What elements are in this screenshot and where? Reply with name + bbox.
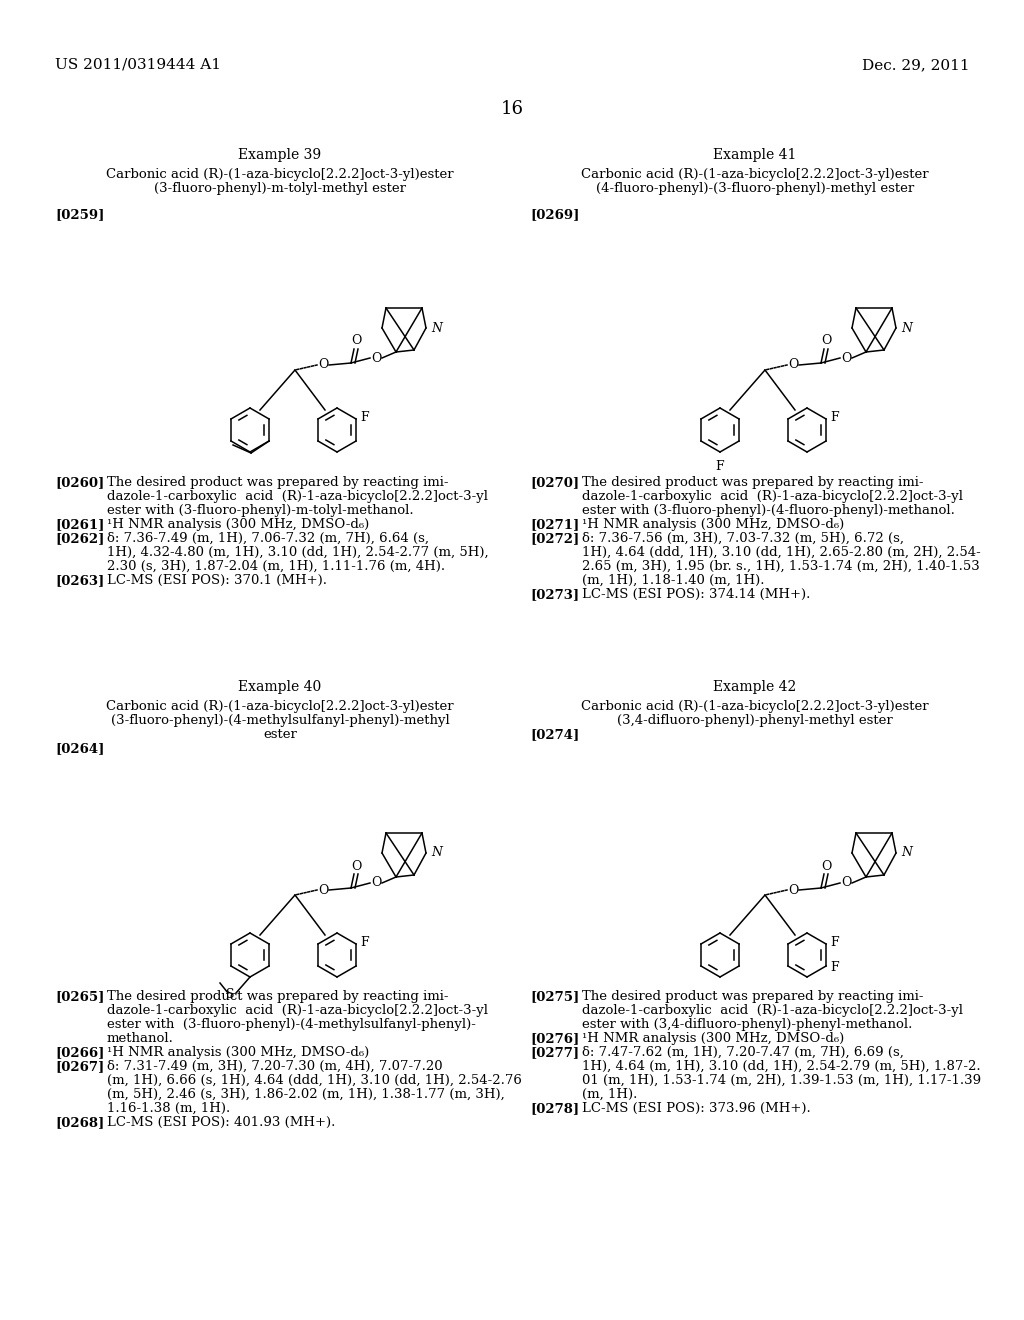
Text: ester: ester [263, 729, 297, 741]
Text: δ: 7.31-7.49 (m, 3H), 7.20-7.30 (m, 4H), 7.07-7.20: δ: 7.31-7.49 (m, 3H), 7.20-7.30 (m, 4H),… [106, 1060, 442, 1073]
Text: F: F [830, 411, 840, 424]
Text: (3,4-difluoro-phenyl)-phenyl-methyl ester: (3,4-difluoro-phenyl)-phenyl-methyl este… [617, 714, 893, 727]
Text: LC-MS (ESI POS): 373.96 (MH+).: LC-MS (ESI POS): 373.96 (MH+). [582, 1102, 811, 1115]
Text: δ: 7.47-7.62 (m, 1H), 7.20-7.47 (m, 7H), 6.69 (s,: δ: 7.47-7.62 (m, 1H), 7.20-7.47 (m, 7H),… [582, 1045, 904, 1059]
Text: ¹H NMR analysis (300 MHz, DMSO-d₆): ¹H NMR analysis (300 MHz, DMSO-d₆) [106, 1045, 370, 1059]
Text: Carbonic acid (R)-(1-aza-bicyclo[2.2.2]oct-3-yl)ester: Carbonic acid (R)-(1-aza-bicyclo[2.2.2]o… [582, 168, 929, 181]
Text: The desired product was prepared by reacting imi-: The desired product was prepared by reac… [582, 477, 924, 488]
Text: Example 40: Example 40 [239, 680, 322, 694]
Text: O: O [787, 883, 798, 896]
Text: [0263]: [0263] [55, 574, 104, 587]
Text: [0259]: [0259] [55, 209, 104, 220]
Text: [0278]: [0278] [530, 1102, 580, 1115]
Text: LC-MS (ESI POS): 370.1 (MH+).: LC-MS (ESI POS): 370.1 (MH+). [106, 574, 327, 587]
Text: F: F [360, 936, 370, 949]
Text: Example 39: Example 39 [239, 148, 322, 162]
Text: S: S [225, 989, 234, 1002]
Text: [0273]: [0273] [530, 587, 580, 601]
Text: [0260]: [0260] [55, 477, 104, 488]
Text: O: O [821, 859, 831, 873]
Text: Example 41: Example 41 [714, 148, 797, 162]
Text: O: O [841, 876, 851, 890]
Text: F: F [830, 961, 840, 974]
Text: Example 42: Example 42 [714, 680, 797, 694]
Text: [0270]: [0270] [530, 477, 580, 488]
Text: (m, 5H), 2.46 (s, 3H), 1.86-2.02 (m, 1H), 1.38-1.77 (m, 3H),: (m, 5H), 2.46 (s, 3H), 1.86-2.02 (m, 1H)… [106, 1088, 505, 1101]
Text: O: O [787, 359, 798, 371]
Text: O: O [371, 876, 381, 890]
Text: Carbonic acid (R)-(1-aza-bicyclo[2.2.2]oct-3-yl)ester: Carbonic acid (R)-(1-aza-bicyclo[2.2.2]o… [582, 700, 929, 713]
Text: N: N [901, 322, 912, 334]
Text: 16: 16 [501, 100, 523, 117]
Text: The desired product was prepared by reacting imi-: The desired product was prepared by reac… [582, 990, 924, 1003]
Text: [0271]: [0271] [530, 517, 580, 531]
Text: [0274]: [0274] [530, 729, 580, 741]
Text: (m, 1H), 6.66 (s, 1H), 4.64 (ddd, 1H), 3.10 (dd, 1H), 2.54-2.76: (m, 1H), 6.66 (s, 1H), 4.64 (ddd, 1H), 3… [106, 1074, 522, 1086]
Text: Dec. 29, 2011: Dec. 29, 2011 [862, 58, 970, 73]
Text: ester with (3-fluoro-phenyl)-(4-fluoro-phenyl)-methanol.: ester with (3-fluoro-phenyl)-(4-fluoro-p… [582, 504, 954, 517]
Text: US 2011/0319444 A1: US 2011/0319444 A1 [55, 58, 221, 73]
Text: (3-fluoro-phenyl)-(4-methylsulfanyl-phenyl)-methyl: (3-fluoro-phenyl)-(4-methylsulfanyl-phen… [111, 714, 450, 727]
Text: F: F [360, 411, 370, 424]
Text: O: O [821, 334, 831, 347]
Text: 1H), 4.64 (m, 1H), 3.10 (dd, 1H), 2.54-2.79 (m, 5H), 1.87-2.: 1H), 4.64 (m, 1H), 3.10 (dd, 1H), 2.54-2… [582, 1060, 981, 1073]
Text: (4-fluoro-phenyl)-(3-fluoro-phenyl)-methyl ester: (4-fluoro-phenyl)-(3-fluoro-phenyl)-meth… [596, 182, 914, 195]
Text: F: F [716, 459, 724, 473]
Text: [0267]: [0267] [55, 1060, 104, 1073]
Text: O: O [841, 351, 851, 364]
Text: dazole-1-carboxylic  acid  (R)-1-aza-bicyclo[2.2.2]oct-3-yl: dazole-1-carboxylic acid (R)-1-aza-bicyc… [582, 490, 963, 503]
Text: LC-MS (ESI POS): 401.93 (MH+).: LC-MS (ESI POS): 401.93 (MH+). [106, 1115, 336, 1129]
Text: [0262]: [0262] [55, 532, 104, 545]
Text: ¹H NMR analysis (300 MHz, DMSO-d₆): ¹H NMR analysis (300 MHz, DMSO-d₆) [582, 517, 844, 531]
Text: (3-fluoro-phenyl)-m-tolyl-methyl ester: (3-fluoro-phenyl)-m-tolyl-methyl ester [154, 182, 406, 195]
Text: Carbonic acid (R)-(1-aza-bicyclo[2.2.2]oct-3-yl)ester: Carbonic acid (R)-(1-aza-bicyclo[2.2.2]o… [106, 168, 454, 181]
Text: (m, 1H).: (m, 1H). [582, 1088, 637, 1101]
Text: 2.65 (m, 3H), 1.95 (br. s., 1H), 1.53-1.74 (m, 2H), 1.40-1.53: 2.65 (m, 3H), 1.95 (br. s., 1H), 1.53-1.… [582, 560, 980, 573]
Text: ¹H NMR analysis (300 MHz, DMSO-d₆): ¹H NMR analysis (300 MHz, DMSO-d₆) [106, 517, 370, 531]
Text: 2.30 (s, 3H), 1.87-2.04 (m, 1H), 1.11-1.76 (m, 4H).: 2.30 (s, 3H), 1.87-2.04 (m, 1H), 1.11-1.… [106, 560, 445, 573]
Text: [0264]: [0264] [55, 742, 104, 755]
Text: dazole-1-carboxylic  acid  (R)-1-aza-bicyclo[2.2.2]oct-3-yl: dazole-1-carboxylic acid (R)-1-aza-bicyc… [106, 1005, 488, 1016]
Text: N: N [431, 846, 442, 859]
Text: F: F [830, 936, 840, 949]
Text: ester with (3,4-difluoro-phenyl)-phenyl-methanol.: ester with (3,4-difluoro-phenyl)-phenyl-… [582, 1018, 912, 1031]
Text: N: N [901, 846, 912, 859]
Text: (m, 1H), 1.18-1.40 (m, 1H).: (m, 1H), 1.18-1.40 (m, 1H). [582, 574, 765, 587]
Text: ester with (3-fluoro-phenyl)-m-tolyl-methanol.: ester with (3-fluoro-phenyl)-m-tolyl-met… [106, 504, 414, 517]
Text: [0265]: [0265] [55, 990, 104, 1003]
Text: O: O [351, 334, 361, 347]
Text: ¹H NMR analysis (300 MHz, DMSO-d₆): ¹H NMR analysis (300 MHz, DMSO-d₆) [582, 1032, 844, 1045]
Text: O: O [351, 859, 361, 873]
Text: dazole-1-carboxylic  acid  (R)-1-aza-bicyclo[2.2.2]oct-3-yl: dazole-1-carboxylic acid (R)-1-aza-bicyc… [106, 490, 488, 503]
Text: [0276]: [0276] [530, 1032, 580, 1045]
Text: [0268]: [0268] [55, 1115, 104, 1129]
Text: O: O [317, 359, 328, 371]
Text: 01 (m, 1H), 1.53-1.74 (m, 2H), 1.39-1.53 (m, 1H), 1.17-1.39: 01 (m, 1H), 1.53-1.74 (m, 2H), 1.39-1.53… [582, 1074, 981, 1086]
Text: 1H), 4.64 (ddd, 1H), 3.10 (dd, 1H), 2.65-2.80 (m, 2H), 2.54-: 1H), 4.64 (ddd, 1H), 3.10 (dd, 1H), 2.65… [582, 546, 981, 558]
Text: [0261]: [0261] [55, 517, 104, 531]
Text: The desired product was prepared by reacting imi-: The desired product was prepared by reac… [106, 477, 449, 488]
Text: 1H), 4.32-4.80 (m, 1H), 3.10 (dd, 1H), 2.54-2.77 (m, 5H),: 1H), 4.32-4.80 (m, 1H), 3.10 (dd, 1H), 2… [106, 546, 488, 558]
Text: Carbonic acid (R)-(1-aza-bicyclo[2.2.2]oct-3-yl)ester: Carbonic acid (R)-(1-aza-bicyclo[2.2.2]o… [106, 700, 454, 713]
Text: 1.16-1.38 (m, 1H).: 1.16-1.38 (m, 1H). [106, 1102, 230, 1115]
Text: LC-MS (ESI POS): 374.14 (MH+).: LC-MS (ESI POS): 374.14 (MH+). [582, 587, 810, 601]
Text: [0266]: [0266] [55, 1045, 104, 1059]
Text: [0275]: [0275] [530, 990, 580, 1003]
Text: O: O [371, 351, 381, 364]
Text: [0269]: [0269] [530, 209, 580, 220]
Text: N: N [431, 322, 442, 334]
Text: ester with  (3-fluoro-phenyl)-(4-methylsulfanyl-phenyl)-: ester with (3-fluoro-phenyl)-(4-methylsu… [106, 1018, 476, 1031]
Text: δ: 7.36-7.56 (m, 3H), 7.03-7.32 (m, 5H), 6.72 (s,: δ: 7.36-7.56 (m, 3H), 7.03-7.32 (m, 5H),… [582, 532, 904, 545]
Text: The desired product was prepared by reacting imi-: The desired product was prepared by reac… [106, 990, 449, 1003]
Text: [0277]: [0277] [530, 1045, 580, 1059]
Text: methanol.: methanol. [106, 1032, 174, 1045]
Text: δ: 7.36-7.49 (m, 1H), 7.06-7.32 (m, 7H), 6.64 (s,: δ: 7.36-7.49 (m, 1H), 7.06-7.32 (m, 7H),… [106, 532, 429, 545]
Text: [0272]: [0272] [530, 532, 580, 545]
Text: O: O [317, 883, 328, 896]
Text: dazole-1-carboxylic  acid  (R)-1-aza-bicyclo[2.2.2]oct-3-yl: dazole-1-carboxylic acid (R)-1-aza-bicyc… [582, 1005, 963, 1016]
